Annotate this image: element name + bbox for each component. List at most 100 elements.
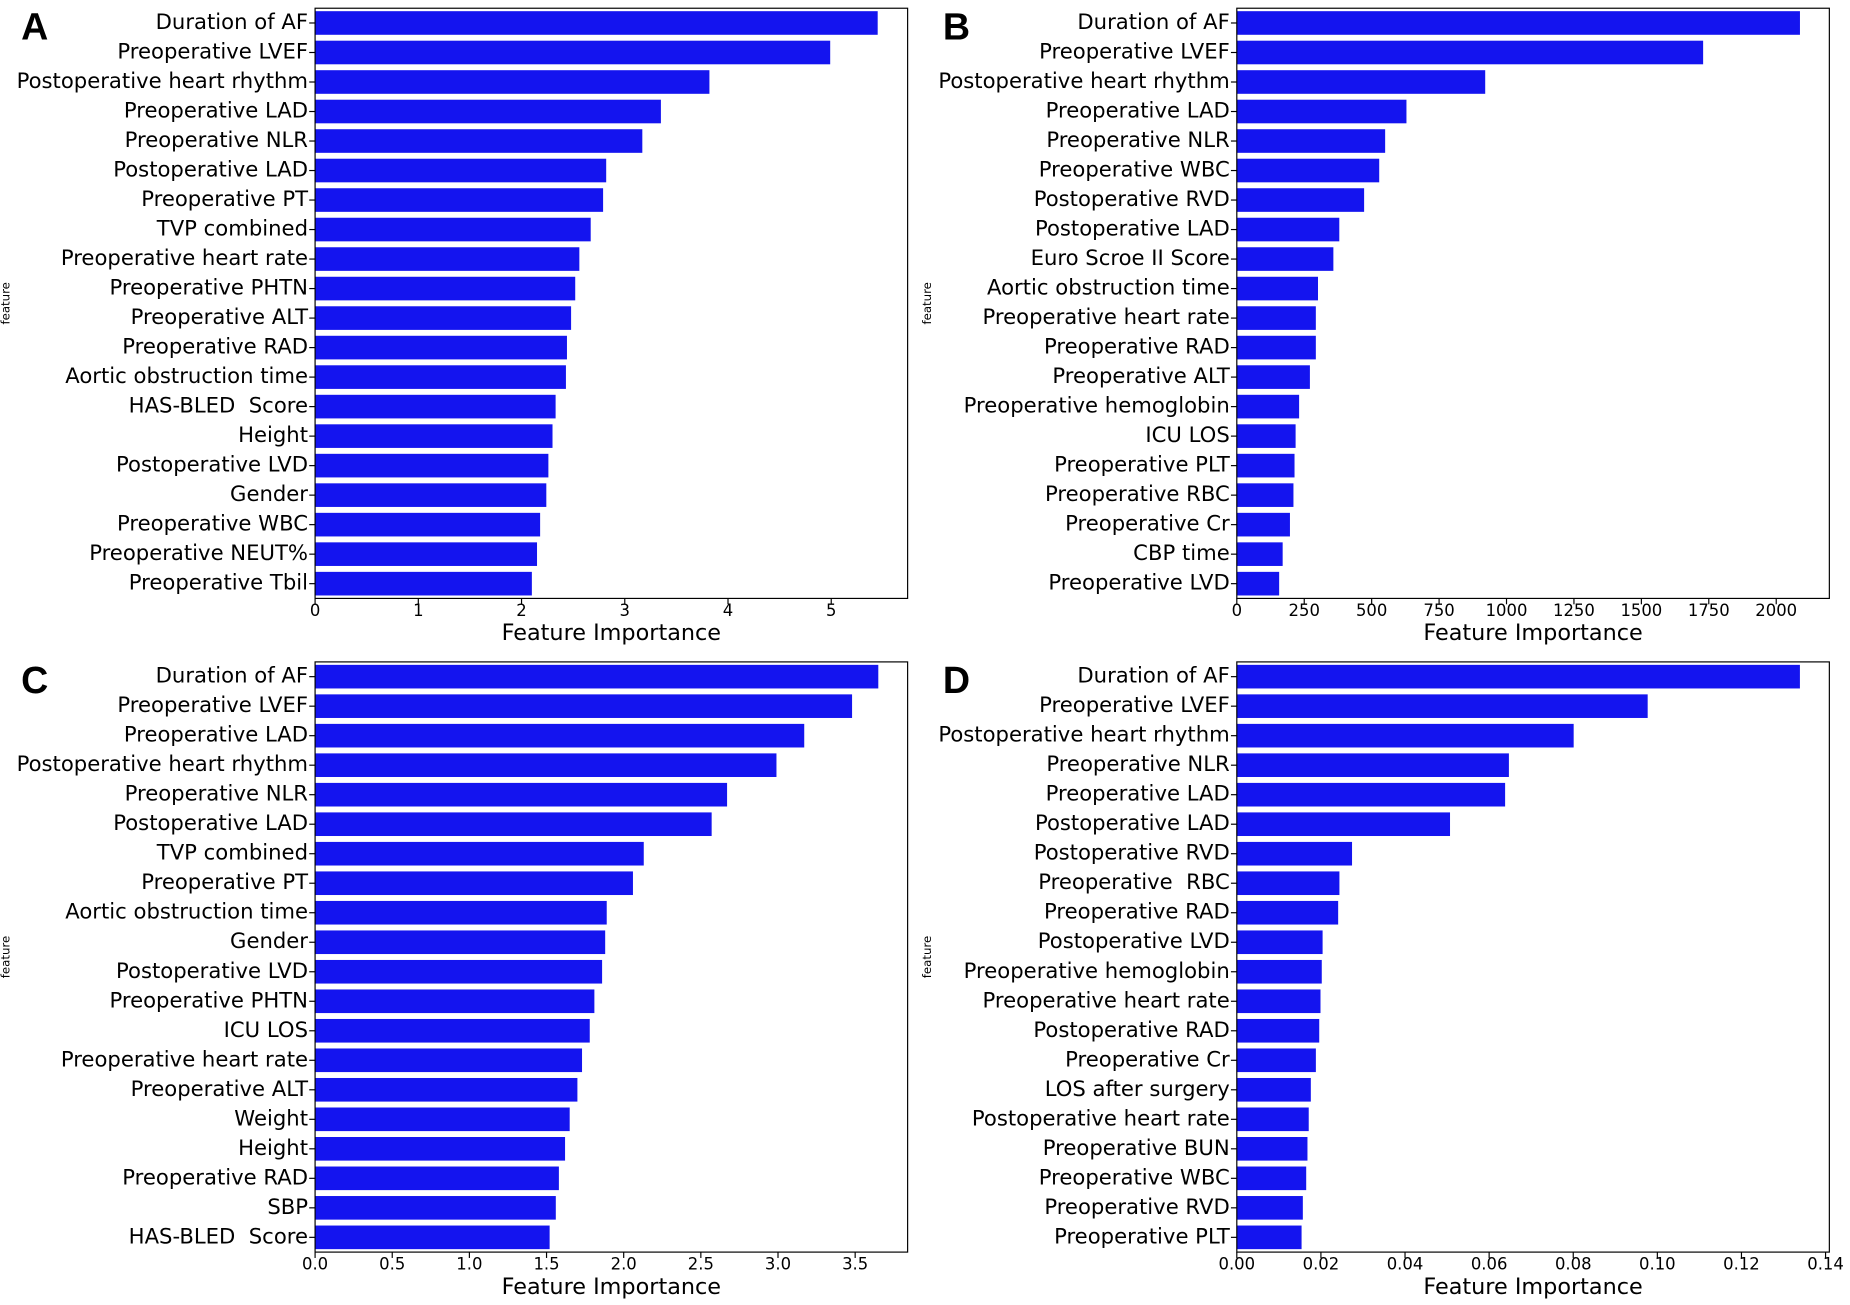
panel-label: A	[21, 5, 48, 47]
bar	[315, 129, 643, 153]
y-tick-label: Preoperative PHTN	[109, 275, 308, 300]
bar	[315, 158, 607, 183]
y-tick-label: Preoperative RAD	[1044, 899, 1230, 924]
bar	[315, 276, 576, 301]
y-tick-label: Preoperative LVD	[1048, 570, 1229, 595]
x-tick-label: 3.5	[842, 1255, 868, 1274]
y-tick-label: Postoperative LVD	[116, 452, 308, 477]
x-tick-label: 1250	[1553, 601, 1595, 620]
y-tick-label: Duration of AF	[156, 663, 308, 688]
x-tick-label: 500	[1356, 601, 1387, 620]
bar	[1236, 188, 1365, 212]
x-axis-label: Feature Importance	[502, 1274, 721, 1300]
bar	[1236, 1166, 1307, 1191]
x-tick-label: 0.02	[1303, 1255, 1340, 1274]
bar	[315, 1196, 556, 1220]
bar	[315, 217, 591, 242]
bar	[1236, 1048, 1316, 1073]
bar	[1236, 306, 1316, 330]
y-tick-label: Preoperative PLT	[1054, 452, 1230, 477]
bar	[315, 723, 805, 748]
bar	[315, 335, 567, 360]
y-tick-label: Preoperative WBC	[1039, 1164, 1230, 1189]
y-tick-label: Preoperative RAD	[1044, 334, 1230, 359]
y-tick-label: Preoperative ALT	[131, 304, 308, 329]
bar	[1236, 930, 1323, 955]
y-tick-label: Postoperative LAD	[113, 810, 308, 835]
bar	[1236, 1018, 1320, 1043]
bar	[315, 959, 603, 984]
x-tick-label: 0.14	[1807, 1255, 1844, 1274]
y-tick-label: Postoperative heart rhythm	[938, 722, 1229, 747]
x-tick-label: 5	[826, 601, 836, 620]
y-tick-label: Preoperative RVD	[1044, 1194, 1229, 1219]
y-axis-label: feature	[0, 282, 12, 324]
y-tick-label: Postoperative heart rhythm	[17, 68, 308, 93]
bar	[315, 394, 556, 419]
y-tick-label: Postoperative LVD	[1038, 928, 1230, 953]
bar	[315, 1048, 583, 1073]
y-tick-label: TVP combined	[156, 216, 308, 241]
x-tick-label: 750	[1423, 601, 1454, 620]
y-tick-label: Postoperative heart rhythm	[938, 68, 1229, 93]
y-tick-label: CBP time	[1133, 540, 1230, 565]
y-tick-label: TVP combined	[156, 840, 308, 865]
y-tick-label: Preoperative heart rate	[983, 304, 1230, 329]
y-tick-label: Preoperative Cr	[1065, 511, 1230, 536]
y-tick-label: HAS-BLED Score	[129, 1223, 308, 1248]
bar	[1236, 959, 1322, 984]
y-tick-label: Preoperative hemoglobin	[964, 958, 1230, 983]
y-tick-label: Preoperative LAD	[124, 98, 308, 123]
plot-frame	[1236, 661, 1830, 1253]
bar	[1236, 1077, 1311, 1102]
bar	[1236, 11, 1800, 35]
bar	[315, 1166, 559, 1191]
x-tick-label: 2.5	[688, 1255, 714, 1274]
y-tick-label: Preoperative LVEF	[1039, 38, 1230, 63]
y-tick-label: HAS-BLED Score	[129, 393, 308, 418]
bar	[1236, 1137, 1308, 1161]
y-tick-label: Preoperative WBC	[1039, 157, 1230, 182]
bar	[1236, 365, 1310, 389]
y-tick-label: Preoperative WBC	[117, 511, 308, 536]
y-tick-label: Preoperative ALT	[1052, 363, 1229, 388]
panel-label: B	[943, 5, 970, 47]
y-tick-label: Preoperative RAD	[122, 1164, 308, 1189]
bar	[315, 453, 549, 478]
bar	[315, 812, 712, 837]
y-tick-label: Euro Scroe II Score	[1031, 245, 1230, 270]
y-tick-label: Preoperative PT	[141, 186, 308, 211]
y-tick-label: Weight	[234, 1105, 308, 1130]
bar	[1236, 694, 1648, 718]
bar	[1236, 723, 1574, 748]
y-tick-label: Postoperative LAD	[113, 157, 308, 182]
y-tick-label: Preoperative NLR	[1046, 127, 1230, 152]
plot-frame	[314, 7, 909, 600]
y-axis-label: feature	[920, 282, 934, 324]
y-tick-label: Preoperative hemoglobin	[964, 393, 1230, 418]
x-tick-label: 0.0	[302, 1255, 328, 1274]
bar	[315, 664, 879, 689]
bar	[1236, 871, 1340, 896]
x-axis-label: Feature Importance	[1423, 1274, 1642, 1300]
x-tick-label: 0.04	[1387, 1255, 1424, 1274]
bar	[315, 571, 532, 596]
bar	[1236, 841, 1353, 866]
y-tick-label: Postoperative RVD	[1034, 840, 1230, 865]
x-tick-label: 1750	[1688, 601, 1730, 620]
bar	[315, 70, 710, 94]
bar	[1236, 483, 1294, 507]
y-tick-label: Preoperative NEUT%	[89, 540, 308, 565]
y-tick-label: ICU LOS	[1145, 422, 1229, 447]
y-tick-label: Preoperative LVEF	[117, 38, 308, 63]
bar	[1236, 247, 1334, 271]
plot-frame	[314, 661, 909, 1253]
bar	[1236, 989, 1321, 1014]
x-tick-label: 250	[1289, 601, 1320, 620]
bar	[315, 694, 853, 718]
y-tick-label: SBP	[267, 1194, 308, 1219]
bar	[315, 989, 595, 1014]
x-tick-label: 0.06	[1471, 1255, 1508, 1274]
bar	[315, 871, 633, 896]
